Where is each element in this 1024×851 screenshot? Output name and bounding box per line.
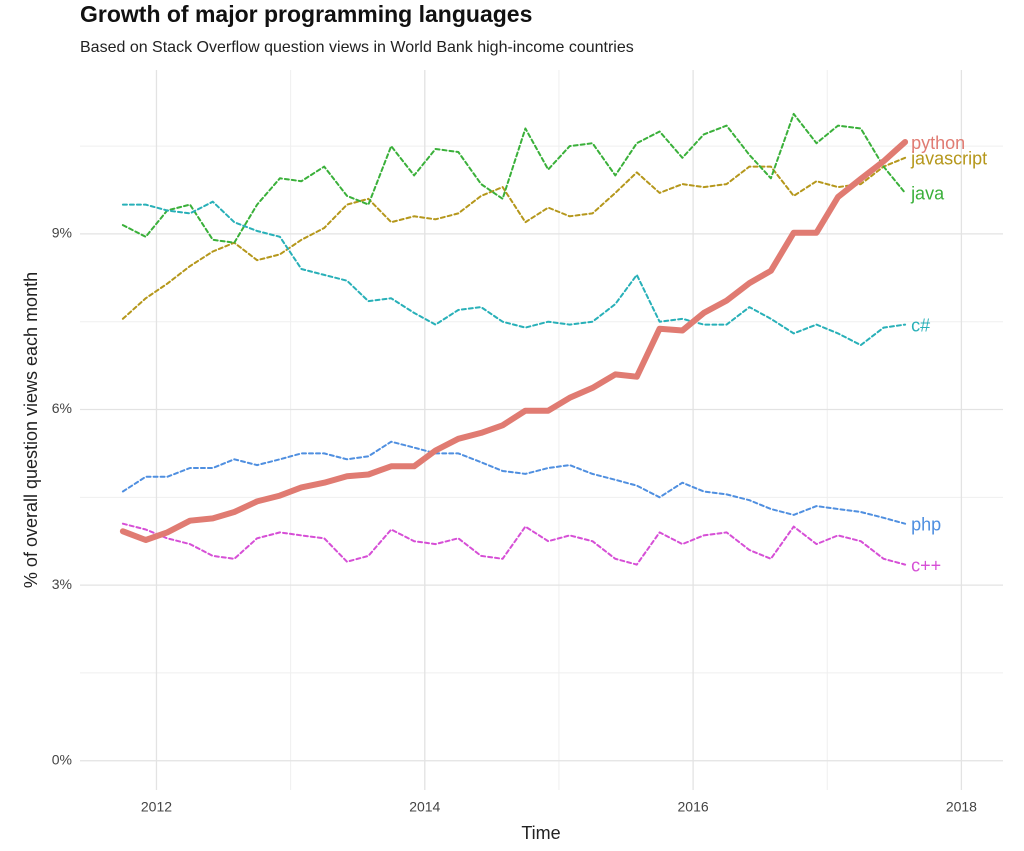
series-line <box>121 522 907 566</box>
series-label: java <box>910 184 945 204</box>
y-tick-label: 0% <box>52 751 72 767</box>
series-label: c++ <box>911 555 941 575</box>
series-line <box>121 112 907 244</box>
series-line <box>121 200 907 347</box>
x-tick-label: 2018 <box>946 799 977 815</box>
series-line <box>119 139 909 543</box>
series-label: javascript <box>910 149 987 169</box>
y-tick-label: 9% <box>52 225 72 241</box>
x-axis-title: Time <box>521 823 560 843</box>
series-line <box>121 156 907 320</box>
series-line <box>121 440 907 525</box>
x-tick-label: 2016 <box>678 799 709 815</box>
y-axis-title: % of overall question views each month <box>21 272 41 588</box>
series-label: python <box>911 133 965 153</box>
chart-subtitle: Based on Stack Overflow question views i… <box>80 39 634 56</box>
chart-title: Growth of major programming languages <box>80 1 532 27</box>
y-tick-label: 3% <box>52 576 72 592</box>
series-label: c# <box>911 315 930 335</box>
series-label: php <box>911 514 941 534</box>
x-tick-label: 2012 <box>141 799 172 815</box>
y-tick-label: 6% <box>52 400 72 416</box>
x-tick-label: 2014 <box>409 799 440 815</box>
